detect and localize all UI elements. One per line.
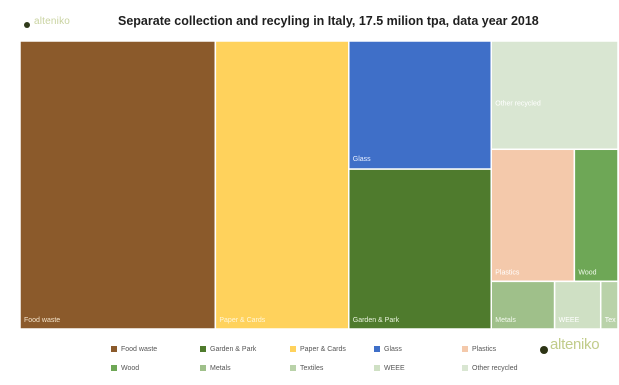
- legend-swatch-other-recycled: [462, 365, 468, 371]
- legend-swatch-weee: [374, 365, 380, 371]
- legend-item-plastics: Plastics: [462, 342, 496, 356]
- logo-dot-icon: [24, 22, 30, 28]
- legend-item-food-waste: Food waste: [111, 342, 157, 356]
- logo-large-dot-icon: [540, 346, 548, 354]
- legend-swatch-paper-cards: [290, 346, 296, 352]
- logo-small-text: alteniko: [34, 16, 71, 27]
- legend-label-glass: Glass: [384, 345, 402, 353]
- legend-item-metals: Metals: [200, 361, 231, 375]
- treemap-tile-plastics: [490, 148, 576, 283]
- legend-label-other-recycled: Other recycled: [472, 364, 518, 372]
- treemap-label-wood: Wood: [578, 269, 596, 276]
- treemap-tile-other-recycled: [490, 40, 619, 151]
- legend-item-paper-cards: Paper & Cards: [290, 342, 346, 356]
- chart-title: Separate collection and recyling in Ital…: [118, 14, 539, 28]
- legend-item-textiles: Textiles: [290, 361, 323, 375]
- treemap-tile-garden-park: [348, 168, 492, 330]
- treemap-label-weee: WEEE: [559, 317, 580, 324]
- legend-swatch-plastics: [462, 346, 468, 352]
- treemap-label-tex: Tex: [605, 317, 616, 324]
- legend-label-paper-cards: Paper & Cards: [300, 345, 346, 353]
- legend-swatch-textiles: [290, 365, 296, 371]
- legend-item-garden-park: Garden & Park: [200, 342, 256, 356]
- treemap-label-plastics: Plastics: [495, 269, 520, 276]
- treemap-label-metals: Metals: [495, 317, 516, 324]
- treemap-tile-wood: [573, 148, 619, 283]
- legend-swatch-food-waste: [111, 346, 117, 352]
- legend-label-textiles: Textiles: [300, 364, 324, 372]
- legend-label-plastics: Plastics: [472, 345, 497, 353]
- treemap-tile-glass: [348, 40, 492, 170]
- treemap-label-garden-park: Garden & Park: [353, 317, 400, 324]
- treemap-label-glass: Glass: [353, 156, 371, 163]
- legend-swatch-wood: [111, 365, 117, 371]
- logo-large-text: alteniko: [550, 336, 600, 353]
- treemap-label-paper-cards: Paper & Cards: [219, 317, 265, 324]
- legend-label-garden-park: Garden & Park: [210, 345, 257, 353]
- legend-item-weee: WEEE: [374, 361, 405, 375]
- legend-item-glass: Glass: [374, 342, 402, 356]
- legend-swatch-garden-park: [200, 346, 206, 352]
- treemap-label-food-waste: Food waste: [24, 317, 60, 324]
- treemap-label-other-recycled: Other recycled: [495, 100, 541, 107]
- legend-label-metals: Metals: [210, 364, 231, 372]
- legend-label-weee: WEEE: [384, 364, 405, 372]
- legend-label-food-waste: Food waste: [121, 345, 158, 353]
- alteniko-logo-large: alteniko: [540, 336, 612, 360]
- legend-item-wood: Wood: [111, 361, 139, 375]
- legend-label-wood: Wood: [121, 364, 140, 372]
- legend-swatch-glass: [374, 346, 380, 352]
- alteniko-logo-small: alteniko: [24, 14, 94, 32]
- treemap-tile-tex: [599, 280, 619, 330]
- legend-item-other-recycled: Other recycled: [462, 361, 518, 375]
- legend-swatch-metals: [200, 365, 206, 371]
- treemap-tile-metals: [490, 280, 556, 330]
- treemap-tile-paper-cards: [214, 40, 350, 330]
- treemap-tile-food-waste: [19, 40, 217, 330]
